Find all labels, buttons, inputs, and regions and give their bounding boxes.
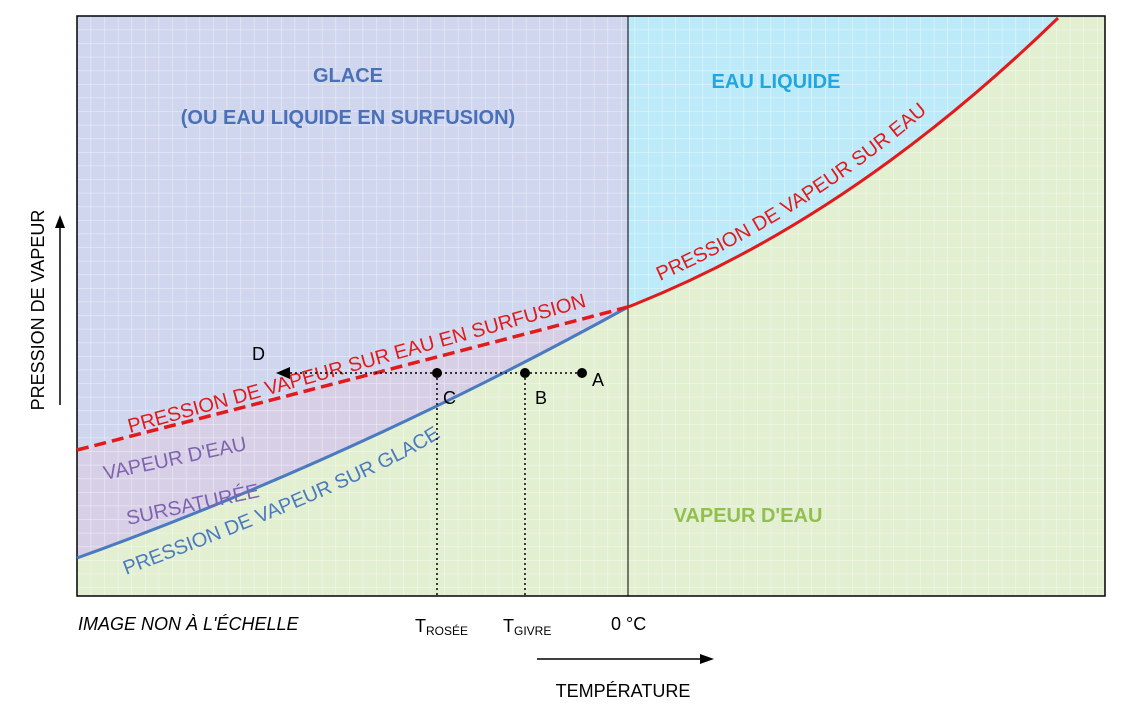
arrow-to-d bbox=[276, 367, 290, 379]
point-b-label: B bbox=[535, 388, 547, 408]
point-b-marker bbox=[520, 368, 530, 378]
supercooled-water-curve bbox=[76, 305, 629, 452]
ice-region-subtitle: (OU EAU LIQUIDE EN SURFUSION) bbox=[181, 107, 515, 129]
point-c-label: C bbox=[443, 388, 456, 408]
y-axis-arrow-head bbox=[55, 215, 65, 228]
frost-point-label: TGIVRE bbox=[503, 616, 551, 638]
x-axis-arrow-head bbox=[700, 654, 714, 664]
point-a-label: A bbox=[592, 370, 604, 390]
ice-curve bbox=[76, 305, 629, 560]
ice-region-title: GLACE bbox=[313, 65, 383, 87]
plot-frame bbox=[76, 15, 1106, 597]
point-d-label: D bbox=[252, 344, 265, 364]
zero-celsius-label: 0 °C bbox=[611, 614, 646, 634]
vapor-region-label: VAPEUR D'EAU bbox=[674, 505, 823, 527]
y-axis-label: PRESSION DE VAPEUR bbox=[28, 210, 48, 411]
x-axis-label: TEMPÉRATURE bbox=[556, 681, 691, 701]
liquid-region-label: EAU LIQUIDE bbox=[712, 71, 841, 93]
point-a-marker bbox=[577, 368, 587, 378]
dew-point-label: TROSÉE bbox=[415, 616, 468, 638]
point-c-marker bbox=[432, 368, 442, 378]
water-curve bbox=[627, 16, 1060, 309]
not-to-scale-note: IMAGE NON À L'ÉCHELLE bbox=[78, 614, 299, 634]
